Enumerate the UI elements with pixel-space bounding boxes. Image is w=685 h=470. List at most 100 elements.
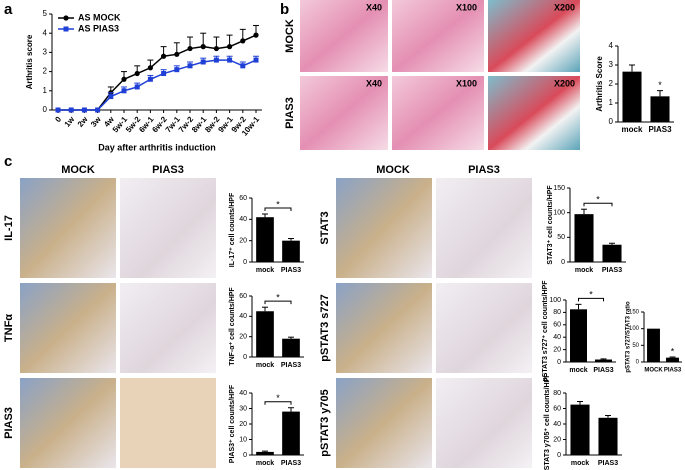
point bbox=[134, 70, 140, 77]
point bbox=[240, 38, 246, 44]
image bbox=[20, 283, 116, 373]
row-label: pSTAT3 y705 bbox=[319, 389, 331, 456]
magnification: X100 bbox=[456, 2, 477, 12]
bar bbox=[666, 357, 679, 362]
legend-marker bbox=[63, 15, 69, 21]
point bbox=[227, 57, 233, 63]
bar bbox=[647, 328, 660, 362]
y-tick-label: 100 bbox=[549, 297, 561, 304]
x-tick-label: PIAS3 bbox=[281, 362, 301, 369]
x-tick-label: 3w bbox=[89, 114, 103, 129]
x-tick-label: PIAS3 bbox=[602, 267, 622, 274]
y-tick-label: 0 bbox=[243, 354, 247, 361]
annotation: * bbox=[276, 293, 280, 303]
series-line bbox=[58, 59, 257, 111]
point bbox=[187, 63, 193, 69]
bar bbox=[256, 451, 274, 455]
column-label: PIAS3 bbox=[152, 164, 184, 176]
y-axis-label: pSTAT3 s727⁺ cell counts/HPF bbox=[542, 280, 549, 382]
image bbox=[20, 178, 116, 278]
y-axis-label: IL-17⁺ cell counts/HPF bbox=[229, 192, 236, 267]
point bbox=[174, 51, 180, 57]
series-line bbox=[58, 34, 257, 111]
image bbox=[436, 178, 532, 278]
y-tick-label: 0 bbox=[561, 259, 565, 266]
y-tick-label: 3 bbox=[609, 60, 614, 69]
image bbox=[300, 76, 388, 150]
image bbox=[336, 283, 432, 373]
y-tick-label: 0 bbox=[557, 359, 561, 366]
y-tick-label: 60 bbox=[553, 405, 561, 412]
x-tick-label: mock bbox=[256, 362, 274, 369]
x-tick-label: mock bbox=[256, 267, 274, 274]
legend-label: AS MOCK bbox=[78, 12, 121, 22]
y-tick-label: 30 bbox=[239, 405, 247, 412]
column-label: MOCK bbox=[61, 164, 95, 176]
x-tick-label: PIAS3 bbox=[664, 368, 682, 374]
image bbox=[120, 178, 216, 278]
y-tick-label: 2 bbox=[609, 79, 614, 88]
y-tick-label: 2 bbox=[43, 67, 48, 76]
x-tick-label: mock bbox=[256, 460, 274, 467]
magnification: X200 bbox=[554, 78, 575, 88]
y-tick-label: 150 bbox=[553, 185, 565, 192]
x-tick-label: 2w bbox=[76, 114, 90, 129]
x-tick-label: mock bbox=[571, 460, 589, 467]
point bbox=[187, 45, 193, 52]
bar bbox=[598, 417, 618, 455]
y-axis-label: Arthritis Score bbox=[595, 56, 604, 112]
point bbox=[68, 107, 74, 113]
x-tick-label: mock bbox=[569, 367, 587, 374]
point bbox=[200, 59, 206, 65]
point bbox=[121, 88, 127, 94]
y-tick-label: 0 bbox=[243, 259, 247, 266]
point bbox=[213, 57, 219, 63]
y-tick-label: 20 bbox=[553, 436, 561, 443]
point bbox=[213, 45, 219, 52]
image bbox=[336, 378, 432, 468]
y-tick-label: 60 bbox=[239, 293, 247, 300]
y-tick-label: 3 bbox=[43, 48, 48, 57]
bar bbox=[602, 244, 622, 262]
point bbox=[253, 57, 259, 63]
point bbox=[55, 107, 61, 113]
y-tick-label: 40 bbox=[553, 421, 561, 428]
x-tick-label: PIAS3 bbox=[593, 367, 613, 374]
point bbox=[227, 44, 233, 50]
y-tick-label: 60 bbox=[553, 322, 561, 329]
image bbox=[120, 378, 216, 468]
x-tick-label: mock bbox=[622, 125, 643, 134]
y-tick-label: 60 bbox=[239, 195, 247, 202]
bar bbox=[256, 217, 274, 262]
x-tick-label: MOCK bbox=[644, 368, 663, 374]
y-tick-label: 40 bbox=[239, 390, 247, 397]
row-label: pSTAT3 s727 bbox=[319, 294, 331, 361]
y-tick-label: 80 bbox=[553, 309, 561, 316]
bar bbox=[650, 96, 670, 122]
image bbox=[488, 76, 580, 150]
y-tick-label: 50 bbox=[632, 343, 639, 349]
panel-label: a bbox=[4, 1, 13, 18]
point bbox=[240, 63, 246, 69]
bar bbox=[282, 338, 300, 357]
y-axis-label: Arthritis score bbox=[25, 34, 34, 89]
y-tick-label: 40 bbox=[239, 313, 247, 320]
magnification: X200 bbox=[554, 2, 575, 12]
x-tick-label: mock bbox=[575, 267, 593, 274]
bar bbox=[256, 311, 274, 357]
annotation: * bbox=[276, 393, 280, 403]
magnification: X40 bbox=[366, 2, 382, 12]
point bbox=[161, 71, 167, 77]
column-label: MOCK bbox=[376, 164, 410, 176]
y-tick-label: 20 bbox=[239, 334, 247, 341]
significance-bracket bbox=[264, 401, 292, 405]
point bbox=[147, 65, 153, 71]
image bbox=[392, 76, 484, 150]
bar bbox=[570, 309, 587, 362]
annotation: * bbox=[596, 195, 600, 205]
ihc-images bbox=[20, 178, 532, 468]
bar bbox=[622, 71, 642, 122]
x-tick-label: PIAS3 bbox=[598, 460, 618, 467]
image bbox=[436, 283, 532, 373]
y-tick-label: 20 bbox=[553, 346, 561, 353]
